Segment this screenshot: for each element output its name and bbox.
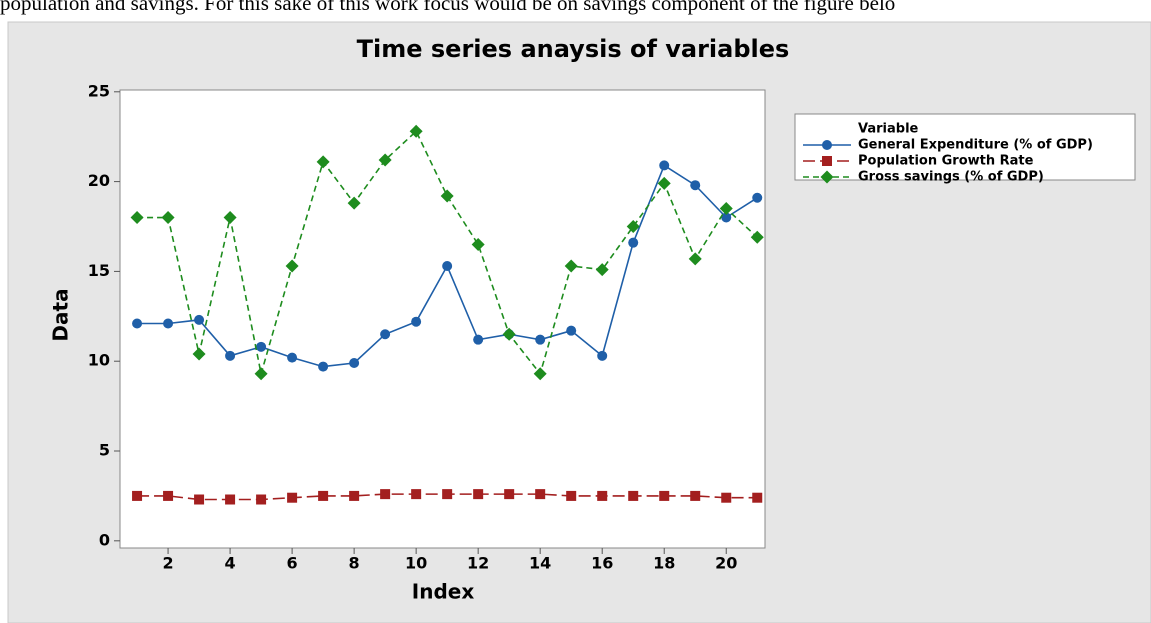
document-text: population and savings. For this sake of… — [0, 0, 896, 15]
point — [659, 490, 670, 501]
legend-marker — [820, 170, 834, 184]
series-line — [137, 129, 758, 376]
point — [628, 237, 639, 248]
point — [750, 230, 764, 244]
point — [161, 211, 175, 225]
point — [349, 490, 360, 501]
point — [535, 489, 546, 500]
point — [409, 124, 423, 138]
point — [564, 259, 578, 273]
point — [442, 261, 453, 272]
legend-label: Gross savings (% of GDP) — [858, 170, 1044, 185]
point — [471, 237, 485, 251]
point — [225, 494, 236, 505]
point — [533, 367, 547, 381]
point — [473, 334, 484, 345]
legend-box — [794, 113, 1136, 181]
point — [349, 358, 360, 369]
legend-marker — [822, 140, 832, 150]
point — [318, 490, 329, 501]
x-axis-label: Index — [412, 580, 475, 604]
point — [473, 489, 484, 500]
point — [721, 212, 732, 223]
point — [130, 211, 144, 225]
legend-label: General Expenditure (% of GDP) — [858, 138, 1093, 153]
point — [752, 492, 763, 503]
legend-label: Population Growth Rate — [858, 154, 1034, 169]
point — [163, 318, 174, 329]
point — [287, 352, 298, 363]
point — [659, 160, 670, 171]
point — [566, 490, 577, 501]
chart-title: Time series anaysis of variables — [357, 35, 790, 63]
x-tick-label: 18 — [653, 554, 675, 573]
point — [256, 494, 267, 505]
point — [504, 489, 515, 500]
point — [721, 492, 732, 503]
point — [132, 490, 143, 501]
y-tick-label: 15 — [88, 261, 110, 280]
point — [256, 341, 267, 352]
x-tick-label: 4 — [225, 554, 236, 573]
point — [597, 350, 608, 361]
point — [163, 490, 174, 501]
point — [132, 318, 143, 329]
legend-marker — [822, 156, 832, 166]
point — [440, 189, 454, 203]
point — [628, 490, 639, 501]
point — [318, 361, 329, 372]
point — [566, 325, 577, 336]
point — [194, 314, 205, 325]
x-tick-label: 20 — [715, 554, 737, 573]
point — [411, 316, 422, 327]
x-tick-label: 6 — [287, 554, 298, 573]
point — [595, 263, 609, 277]
x-tick-label: 10 — [405, 554, 427, 573]
point — [502, 327, 516, 341]
point — [285, 259, 299, 273]
point — [688, 252, 702, 266]
y-tick-label: 0 — [99, 530, 110, 549]
point — [347, 196, 361, 210]
point — [194, 494, 205, 505]
point — [380, 329, 391, 340]
y-tick-label: 25 — [88, 81, 110, 100]
point — [223, 211, 237, 225]
point — [316, 155, 330, 169]
x-tick-label: 12 — [467, 554, 489, 573]
point — [626, 220, 640, 234]
point — [535, 334, 546, 345]
point — [752, 192, 763, 203]
point — [225, 350, 236, 361]
x-tick-label: 8 — [349, 554, 360, 573]
y-tick-label: 10 — [88, 351, 110, 370]
plot-area — [119, 89, 766, 549]
x-tick-label: 2 — [162, 554, 173, 573]
point — [442, 489, 453, 500]
point — [597, 490, 608, 501]
y-tick-label: 5 — [99, 441, 110, 460]
y-tick-label: 20 — [88, 171, 110, 190]
x-tick-label: 16 — [591, 554, 613, 573]
point — [254, 367, 268, 381]
point — [287, 492, 298, 503]
point — [378, 153, 392, 167]
legend-title: Variable — [858, 122, 919, 137]
point — [657, 176, 671, 190]
point — [380, 489, 391, 500]
y-axis-label: Data — [49, 288, 73, 341]
point — [690, 180, 701, 191]
point — [192, 347, 206, 361]
point — [719, 202, 733, 216]
point — [690, 490, 701, 501]
point — [411, 489, 422, 500]
x-tick-label: 14 — [529, 554, 551, 573]
